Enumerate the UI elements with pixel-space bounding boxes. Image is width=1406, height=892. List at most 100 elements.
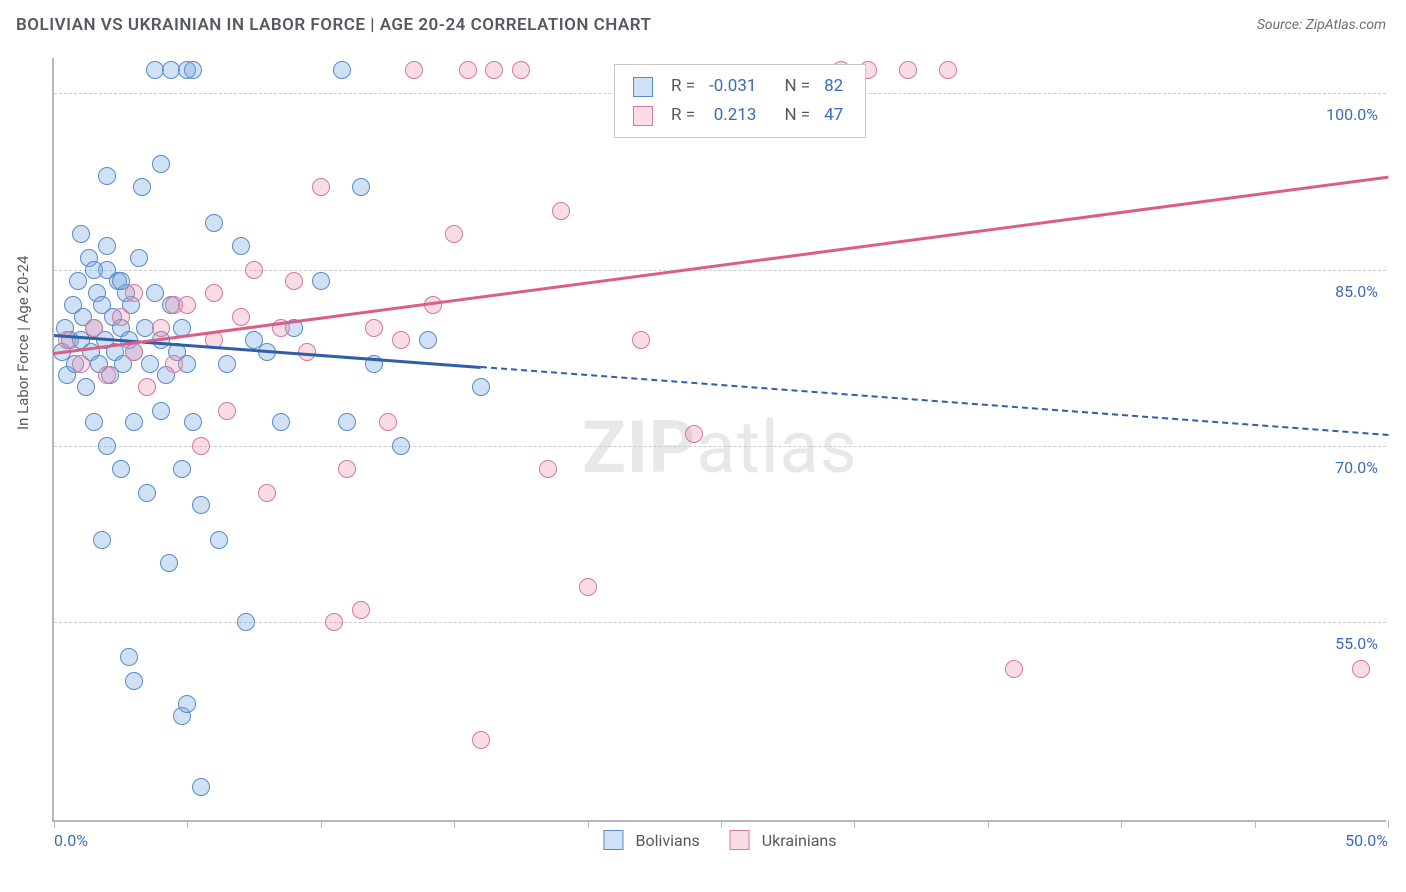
data-point bbox=[152, 402, 170, 420]
stats-legend: R =-0.031N =82R =0.213N =47 bbox=[614, 64, 866, 138]
data-point bbox=[939, 61, 957, 79]
data-point bbox=[69, 272, 87, 290]
x-tick bbox=[588, 820, 589, 828]
data-point bbox=[1005, 660, 1023, 678]
gridline bbox=[54, 446, 1386, 447]
data-point bbox=[338, 413, 356, 431]
data-point bbox=[232, 237, 250, 255]
data-point bbox=[125, 343, 143, 361]
legend-swatch bbox=[603, 830, 623, 850]
x-tick bbox=[454, 820, 455, 828]
data-point bbox=[285, 272, 303, 290]
x-tick bbox=[1121, 820, 1122, 828]
data-point bbox=[245, 331, 263, 349]
legend-n-value: 47 bbox=[818, 102, 849, 129]
data-point bbox=[232, 308, 250, 326]
data-point bbox=[419, 331, 437, 349]
data-point bbox=[98, 366, 116, 384]
data-point bbox=[77, 378, 95, 396]
data-point bbox=[365, 319, 383, 337]
legend-n-label: N = bbox=[778, 73, 816, 100]
data-point bbox=[312, 272, 330, 290]
data-point bbox=[184, 61, 202, 79]
data-point bbox=[379, 413, 397, 431]
data-point bbox=[141, 355, 159, 373]
data-point bbox=[392, 437, 410, 455]
data-point bbox=[125, 413, 143, 431]
x-tick bbox=[721, 820, 722, 828]
watermark-rest: atlas bbox=[696, 405, 858, 490]
legend-r-value: -0.031 bbox=[703, 73, 762, 100]
data-point bbox=[258, 484, 276, 502]
data-point bbox=[352, 178, 370, 196]
watermark-bold: ZIP bbox=[582, 405, 696, 490]
x-tick bbox=[988, 820, 989, 828]
y-axis-title: In Labor Force | Age 20-24 bbox=[14, 256, 32, 430]
legend-n-value: 82 bbox=[818, 73, 849, 100]
x-tick-label: 0.0% bbox=[54, 831, 88, 850]
x-tick bbox=[54, 820, 55, 828]
data-point bbox=[72, 225, 90, 243]
data-point bbox=[112, 460, 130, 478]
legend-swatch bbox=[730, 830, 750, 850]
series-legend: Bolivians Ukrainians bbox=[603, 830, 836, 850]
data-point bbox=[178, 695, 196, 713]
y-tick-label: 55.0% bbox=[1335, 634, 1378, 653]
data-point bbox=[192, 778, 210, 796]
data-point bbox=[98, 437, 116, 455]
data-point bbox=[152, 155, 170, 173]
legend-swatch bbox=[633, 77, 653, 97]
data-point bbox=[405, 61, 423, 79]
data-point bbox=[205, 214, 223, 232]
x-tick bbox=[1388, 820, 1389, 828]
data-point bbox=[133, 178, 151, 196]
chart-source: Source: ZipAtlas.com bbox=[1257, 17, 1386, 33]
data-point bbox=[325, 613, 343, 631]
data-point bbox=[632, 331, 650, 349]
legend-label: Ukrainians bbox=[762, 831, 837, 850]
data-point bbox=[160, 554, 178, 572]
data-point bbox=[120, 648, 138, 666]
data-point bbox=[184, 413, 202, 431]
data-point bbox=[152, 319, 170, 337]
data-point bbox=[72, 355, 90, 373]
legend-item: Ukrainians bbox=[730, 830, 837, 850]
data-point bbox=[98, 167, 116, 185]
legend-r-label: R = bbox=[665, 73, 701, 100]
x-tick bbox=[854, 820, 855, 828]
watermark: ZIPatlas bbox=[582, 405, 858, 490]
data-point bbox=[472, 731, 490, 749]
data-point bbox=[352, 601, 370, 619]
data-point bbox=[218, 355, 236, 373]
data-point bbox=[685, 425, 703, 443]
chart-title: BOLIVIAN VS UKRAINIAN IN LABOR FORCE | A… bbox=[16, 15, 651, 35]
x-tick bbox=[187, 820, 188, 828]
data-point bbox=[312, 178, 330, 196]
data-point bbox=[93, 531, 111, 549]
data-point bbox=[205, 284, 223, 302]
data-point bbox=[218, 402, 236, 420]
data-point bbox=[98, 237, 116, 255]
data-point bbox=[272, 413, 290, 431]
chart-header: BOLIVIAN VS UKRAINIAN IN LABOR FORCE | A… bbox=[0, 0, 1406, 50]
data-point bbox=[125, 672, 143, 690]
legend-item: Bolivians bbox=[603, 830, 699, 850]
data-point bbox=[899, 61, 917, 79]
data-point bbox=[192, 496, 210, 514]
data-point bbox=[539, 460, 557, 478]
data-point bbox=[333, 61, 351, 79]
data-point bbox=[85, 319, 103, 337]
data-point bbox=[112, 308, 130, 326]
data-point bbox=[165, 296, 183, 314]
y-tick-label: 70.0% bbox=[1335, 458, 1378, 477]
legend-r-label: R = bbox=[665, 102, 701, 129]
y-tick-label: 100.0% bbox=[1326, 105, 1378, 124]
data-point bbox=[552, 202, 570, 220]
data-point bbox=[1352, 660, 1370, 678]
data-point bbox=[472, 378, 490, 396]
data-point bbox=[245, 261, 263, 279]
x-tick bbox=[321, 820, 322, 828]
data-point bbox=[579, 578, 597, 596]
x-tick bbox=[1255, 820, 1256, 828]
data-point bbox=[192, 437, 210, 455]
